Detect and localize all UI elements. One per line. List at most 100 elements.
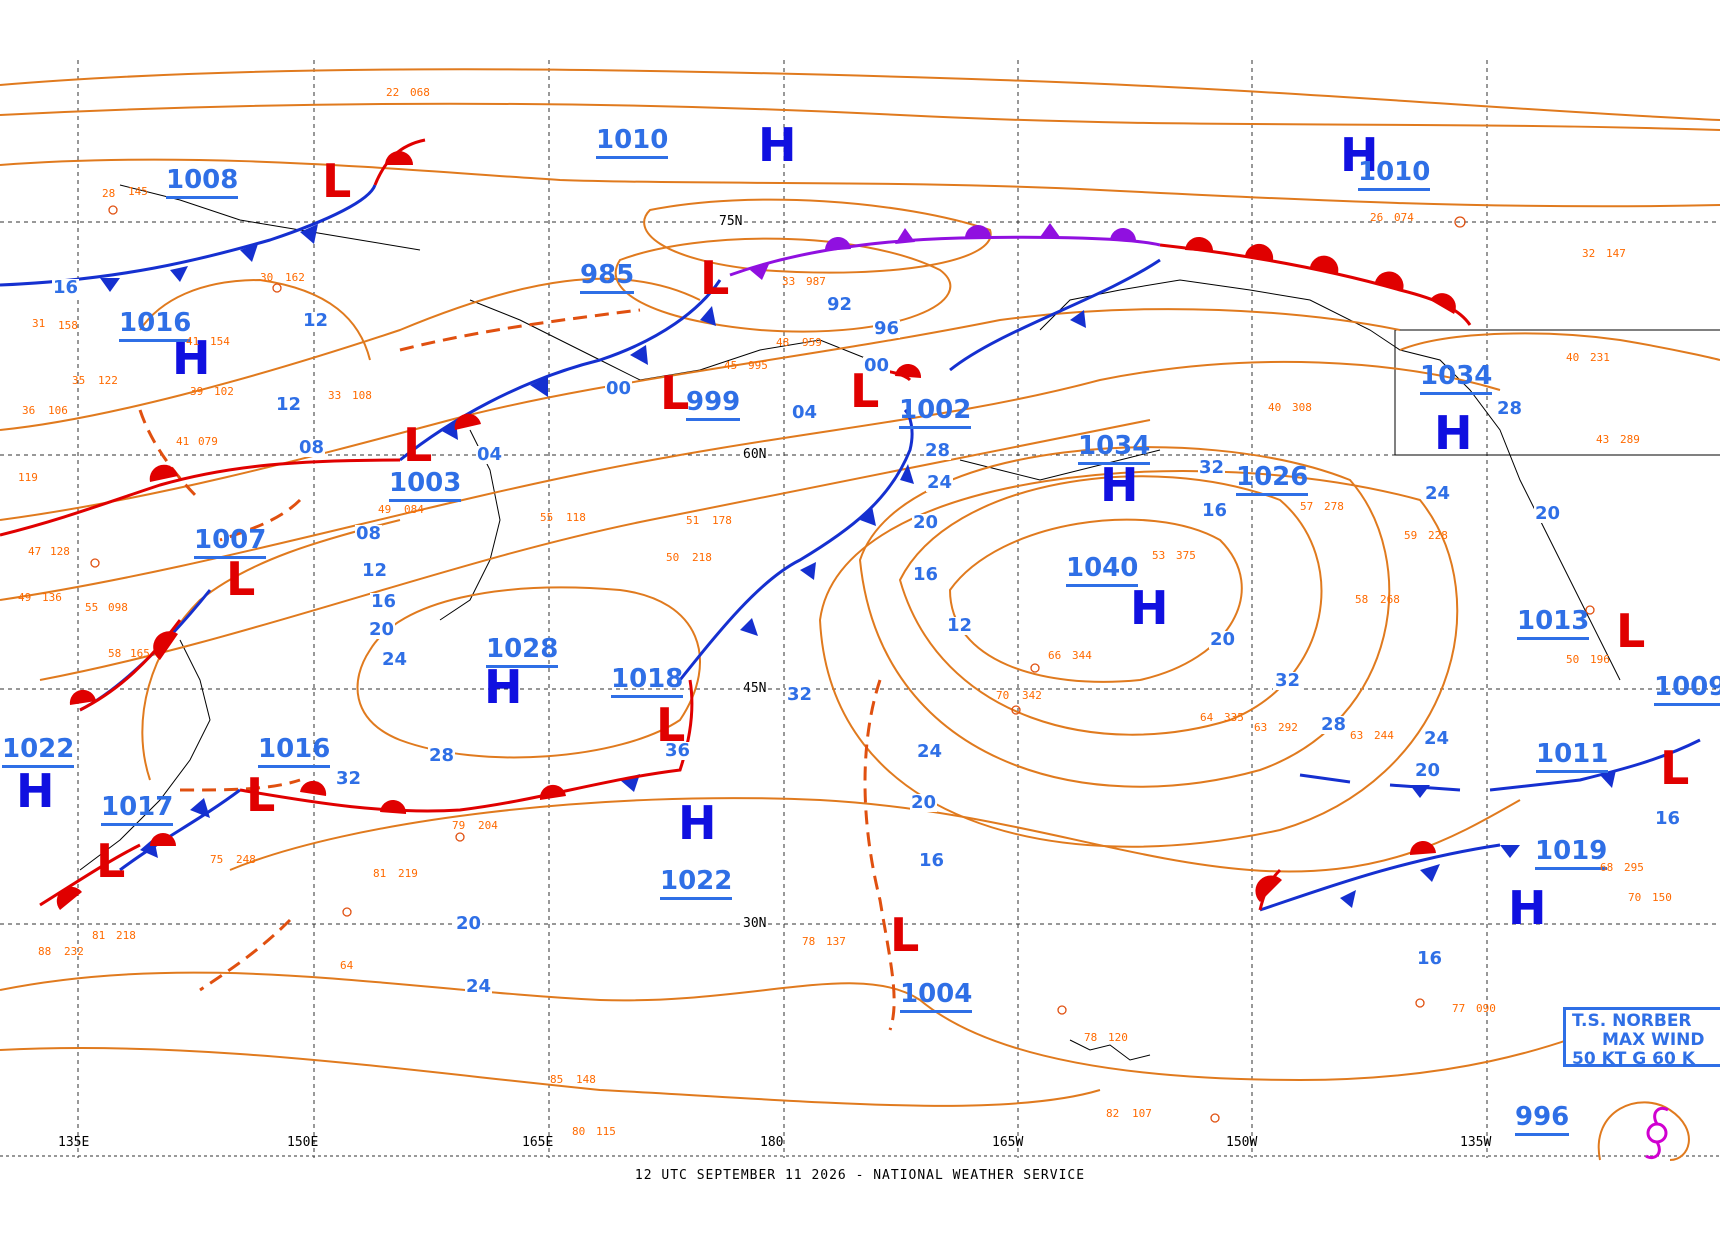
station-pressure: 148 (576, 1073, 596, 1086)
station-pressure: 295 (1624, 861, 1644, 874)
occluded-front (729, 235, 1161, 277)
pressure-value: 1016 (258, 736, 331, 768)
isobar-label: 36 (664, 740, 692, 761)
low-center-symbol: L (1616, 604, 1646, 658)
pressure-value: 1009 (1654, 674, 1720, 706)
station-pressure: 204 (478, 819, 498, 832)
station-temp: 22 (386, 86, 400, 99)
pressure-value: 1011 (1536, 741, 1609, 773)
high-center-symbol: H (1434, 406, 1473, 460)
station-pressure: 137 (826, 935, 846, 948)
station-pressure: 244 (1374, 729, 1394, 742)
station-temp: 41 (186, 335, 200, 348)
station-pressure: 147 (1606, 247, 1626, 260)
high-center-symbol: H (1508, 881, 1547, 935)
station-temp: 43 (1596, 433, 1610, 446)
station-temp: 47 (28, 545, 42, 558)
isobar-label: 08 (298, 437, 326, 458)
station-circles (90, 205, 1595, 1123)
station-temp: 41 (176, 435, 190, 448)
high-center-symbol: H (484, 660, 523, 714)
station-temp: 78 (802, 935, 816, 948)
station-temp: 33 (782, 275, 796, 288)
station-pressure: 218 (692, 551, 712, 564)
pressure-value: 1022 (2, 736, 75, 768)
pressure-value: 1026 (1236, 464, 1309, 496)
station-temp: 45 (724, 359, 738, 372)
station-pressure: 154 (210, 335, 230, 348)
pressure-value: 1004 (900, 981, 973, 1013)
low-center-symbol: L (656, 698, 686, 752)
isobar-label: 28 (428, 745, 456, 766)
station-temp: 55 (540, 511, 554, 524)
station-pressure: 959 (802, 336, 822, 349)
lat-label-75n: 75N (718, 214, 744, 229)
station-pressure: 228 (1428, 529, 1448, 542)
pressure-value: 1040 (1066, 555, 1139, 587)
isobar-label: 20 (912, 512, 940, 533)
warm-front-bumps (56, 151, 1456, 910)
lon-label-180: 180 (760, 1135, 784, 1150)
japan (79, 639, 211, 871)
pressure-value: 1034 (1078, 433, 1151, 465)
station-temp: 59 (1404, 529, 1418, 542)
high-center-symbol: H (172, 331, 211, 385)
station-temp: 49 (18, 591, 32, 604)
station-pressure: 115 (596, 1125, 616, 1138)
lat-label-45n: 45N (742, 681, 768, 696)
station-pressure: 098 (108, 601, 128, 614)
low-center-symbol: L (850, 364, 880, 418)
isobar-label: 24 (916, 741, 944, 762)
isobar-label: 32 (1274, 670, 1302, 691)
isobar-label: 04 (476, 444, 504, 465)
canada-box (1394, 329, 1720, 456)
lon-label-165w: 165W (992, 1135, 1024, 1150)
station-temp: 26 (1370, 211, 1384, 224)
isobar-label: 16 (1654, 808, 1682, 829)
station-pressure: 289 (1620, 433, 1640, 446)
graticule (0, 60, 1720, 1158)
hawaii (1069, 1039, 1151, 1061)
station-pressure: 231 (1590, 351, 1610, 364)
high-center-symbol: H (758, 118, 797, 172)
station-temp: 58 (1355, 593, 1369, 606)
high-center-symbol: H (1100, 458, 1139, 512)
station-temp: 68 (1600, 861, 1614, 874)
station-pressure: 150 (1652, 891, 1672, 904)
isobar-label: 20 (1414, 760, 1442, 781)
high-center-symbol: H (1340, 128, 1379, 182)
low-center-symbol: L (403, 418, 433, 472)
station-temp: 70 (996, 689, 1010, 702)
isobar-label: 16 (52, 277, 80, 298)
storm-wind-speed: 50 KT G 60 K (1572, 1049, 1695, 1067)
isobar-label: 16 (912, 564, 940, 585)
isobar-label: 32 (335, 768, 363, 789)
isobar-label: 00 (863, 355, 891, 376)
isobar-label: 16 (1416, 948, 1444, 969)
isobar-label: 92 (826, 294, 854, 315)
station-temp: 78 (1084, 1031, 1098, 1044)
station-temp: 53 (1152, 549, 1166, 562)
low-center-symbol: L (246, 768, 276, 822)
troughs (138, 308, 896, 1031)
isobar-label: 12 (275, 394, 303, 415)
isobar-label: 32 (1198, 457, 1226, 478)
cold-front-barbs (100, 224, 1616, 908)
alaska-coast (1039, 279, 1621, 681)
station-temp: 85 (550, 1073, 564, 1086)
occluded-front-symbols (750, 223, 1137, 280)
station-pressure: 232 (64, 945, 84, 958)
coastlines (79, 184, 1720, 1061)
station-temp: 58 (108, 647, 122, 660)
station-pressure: 090 (1476, 1002, 1496, 1015)
station-temp: 50 (1566, 653, 1580, 666)
high-center-symbol: H (16, 764, 55, 818)
isobar-label: 16 (1201, 500, 1229, 521)
station-temp: 49 (378, 503, 392, 516)
high-center-symbol: H (678, 796, 717, 850)
station-pressure: 074 (1394, 211, 1414, 224)
isobar-label: 20 (455, 913, 483, 934)
station-pressure: 118 (566, 511, 586, 524)
station-pressure: 292 (1278, 721, 1298, 734)
